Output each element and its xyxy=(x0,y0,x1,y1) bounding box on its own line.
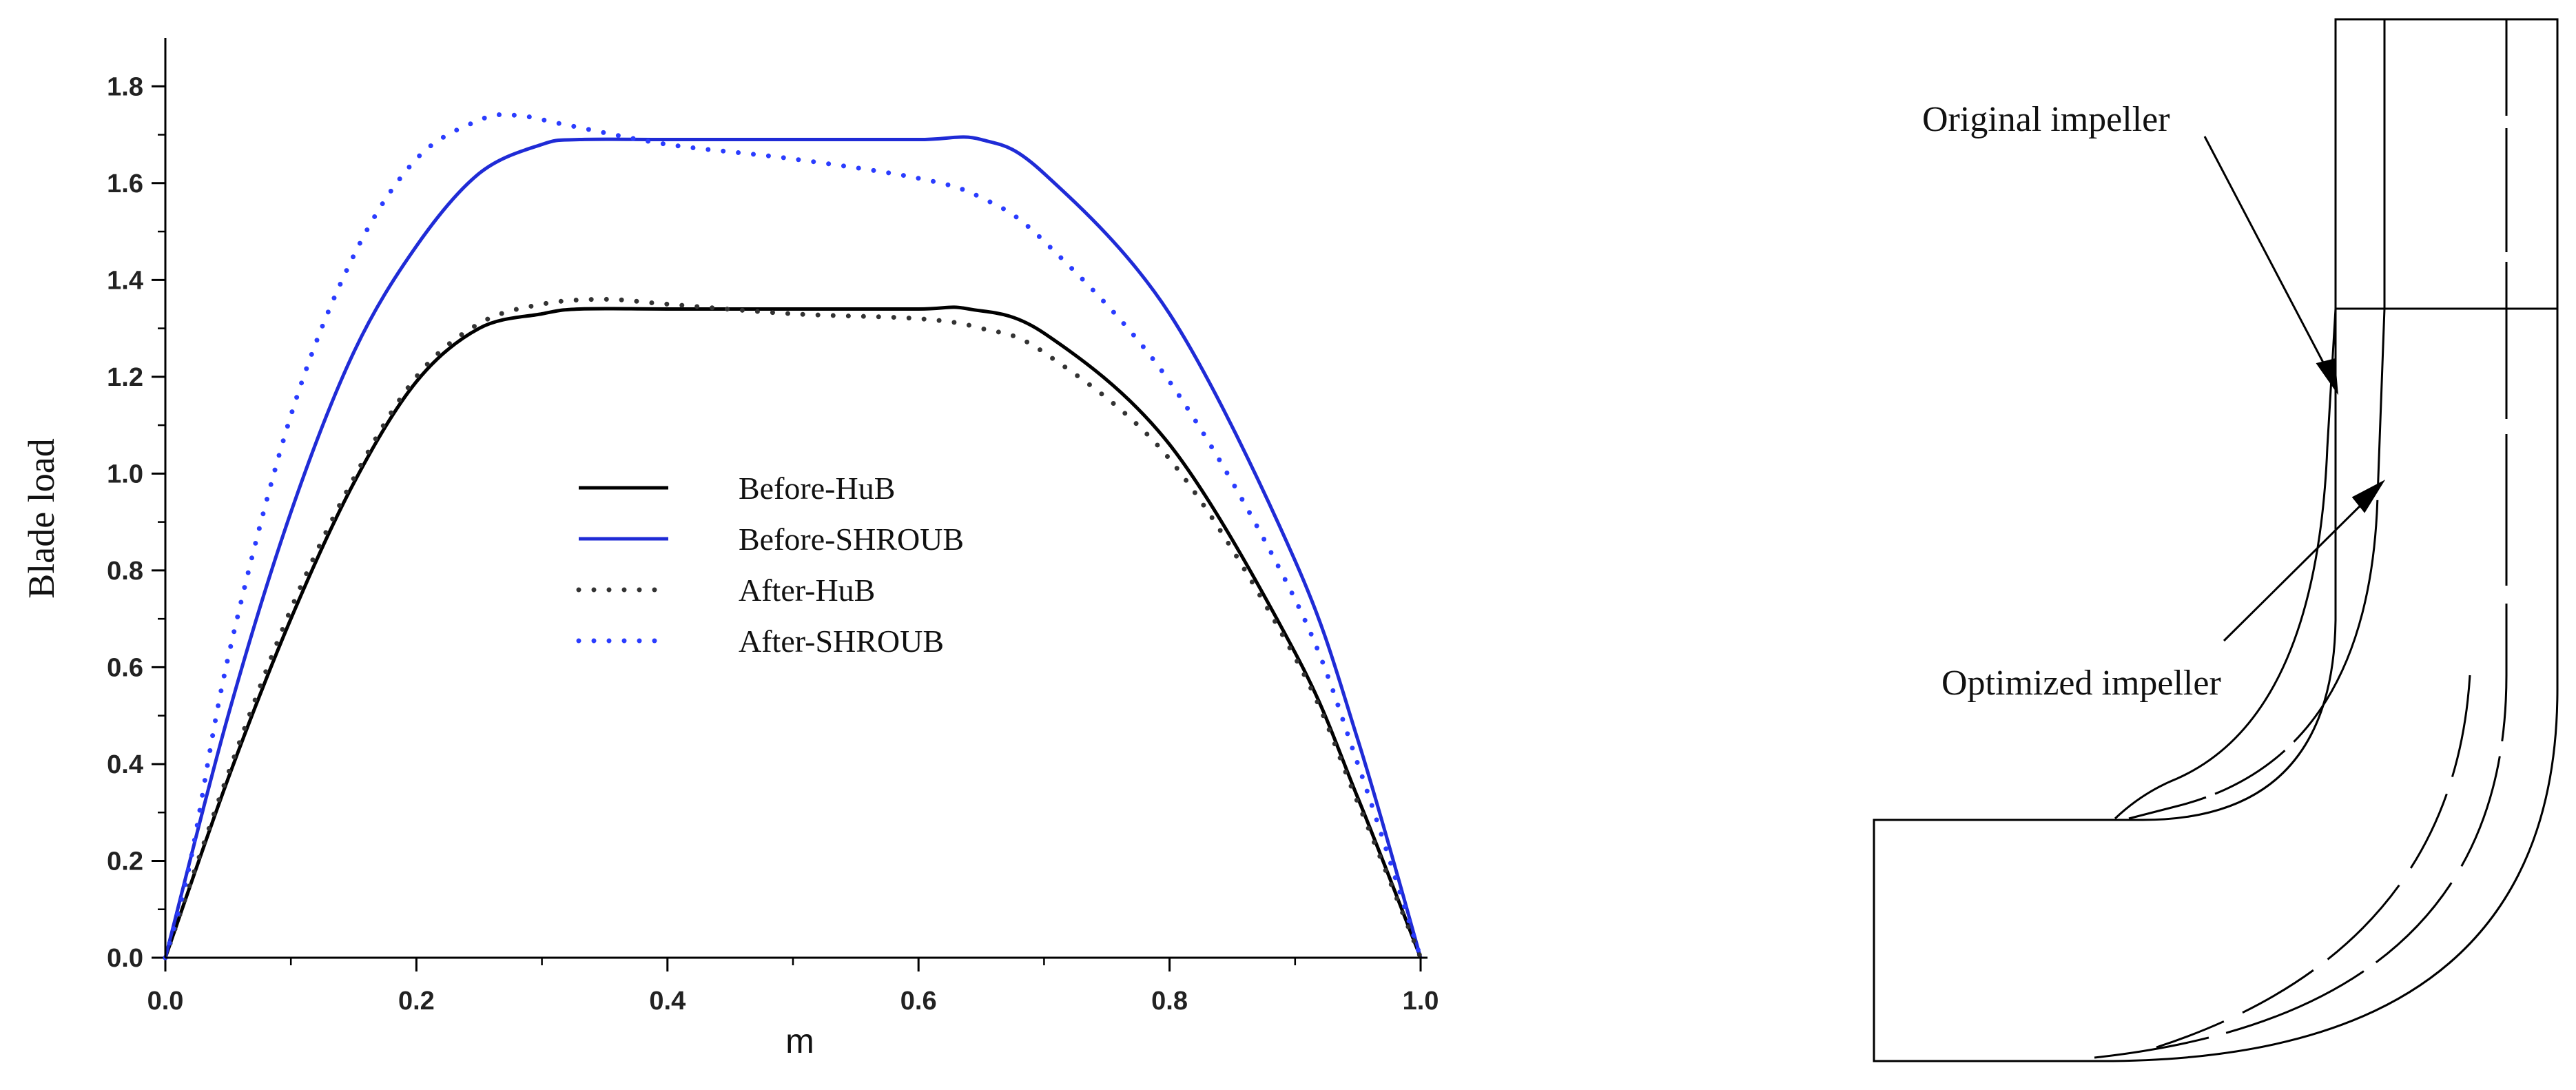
x-tick-label: 0.2 xyxy=(398,987,435,1016)
legend-label: Before-SHROUB xyxy=(739,522,964,557)
x-axis-ticks: 0.0 0.2 0.4 0.6 0.8 1.0 xyxy=(147,958,1439,1016)
y-tick-label: 0.0 xyxy=(107,944,143,973)
y-tick-label: 0.4 xyxy=(107,750,143,779)
series-line-1 xyxy=(163,305,1423,958)
optimized-impeller-line xyxy=(2128,308,2386,820)
legend-label: After-SHROUB xyxy=(739,624,944,659)
y-tick-label: 0.2 xyxy=(107,847,143,876)
series-line-3 xyxy=(163,296,1423,960)
outer-wall xyxy=(1873,309,2559,1062)
series-line-2 xyxy=(163,135,1423,958)
x-tick-label: 0.6 xyxy=(900,987,937,1016)
original-impeller-label: Original impeller xyxy=(1922,100,2170,139)
y-tick-label: 1.8 xyxy=(107,72,143,101)
y-tick-label: 1.0 xyxy=(107,460,143,489)
legend-label: After-HuB xyxy=(739,573,875,608)
x-axis-label: m xyxy=(785,1022,814,1060)
arrow-optimized-line xyxy=(2223,489,2377,642)
x-tick-label: 0.0 xyxy=(147,987,184,1016)
arrow-original-head xyxy=(2316,358,2338,395)
y-tick-label: 1.6 xyxy=(107,169,143,198)
shroud-midline xyxy=(2094,309,2508,1059)
shroud-inner-line xyxy=(2156,675,2471,1049)
x-tick-label: 0.4 xyxy=(649,987,686,1016)
y-tick-label: 1.2 xyxy=(107,363,143,392)
original-impeller-line xyxy=(2114,308,2337,820)
series-layer xyxy=(163,112,1423,960)
x-tick-label: 1.0 xyxy=(1403,987,1439,1016)
x-tick-label: 0.8 xyxy=(1151,987,1188,1016)
optimized-impeller-label: Optimized impeller xyxy=(1941,664,2221,703)
y-tick-label: 0.6 xyxy=(107,653,143,682)
y-tick-label: 1.4 xyxy=(107,266,143,295)
impeller-diagram xyxy=(1873,18,2559,1062)
legend-label: Before-HuB xyxy=(739,471,895,506)
legend: Before-HuB Before-SHROUB After-HuB After-SH… xyxy=(576,471,964,659)
arrow-optimized-head xyxy=(2351,480,2386,513)
blade-load-chart: 0.0 0.2 0.4 0.6 0.8 1.0 1.2 1.4 1.6 1.8 0.0 0.2 0.4… xyxy=(21,38,1439,1060)
y-axis-label: Blade load xyxy=(21,438,62,598)
y-tick-label: 0.8 xyxy=(107,557,143,586)
arrow-original-line xyxy=(2203,136,2331,376)
y-axis-ticks: 0.0 0.2 0.4 0.6 0.8 1.0 1.2 1.4 1.6 1.8 xyxy=(107,72,165,973)
outlet-block xyxy=(2334,18,2559,310)
